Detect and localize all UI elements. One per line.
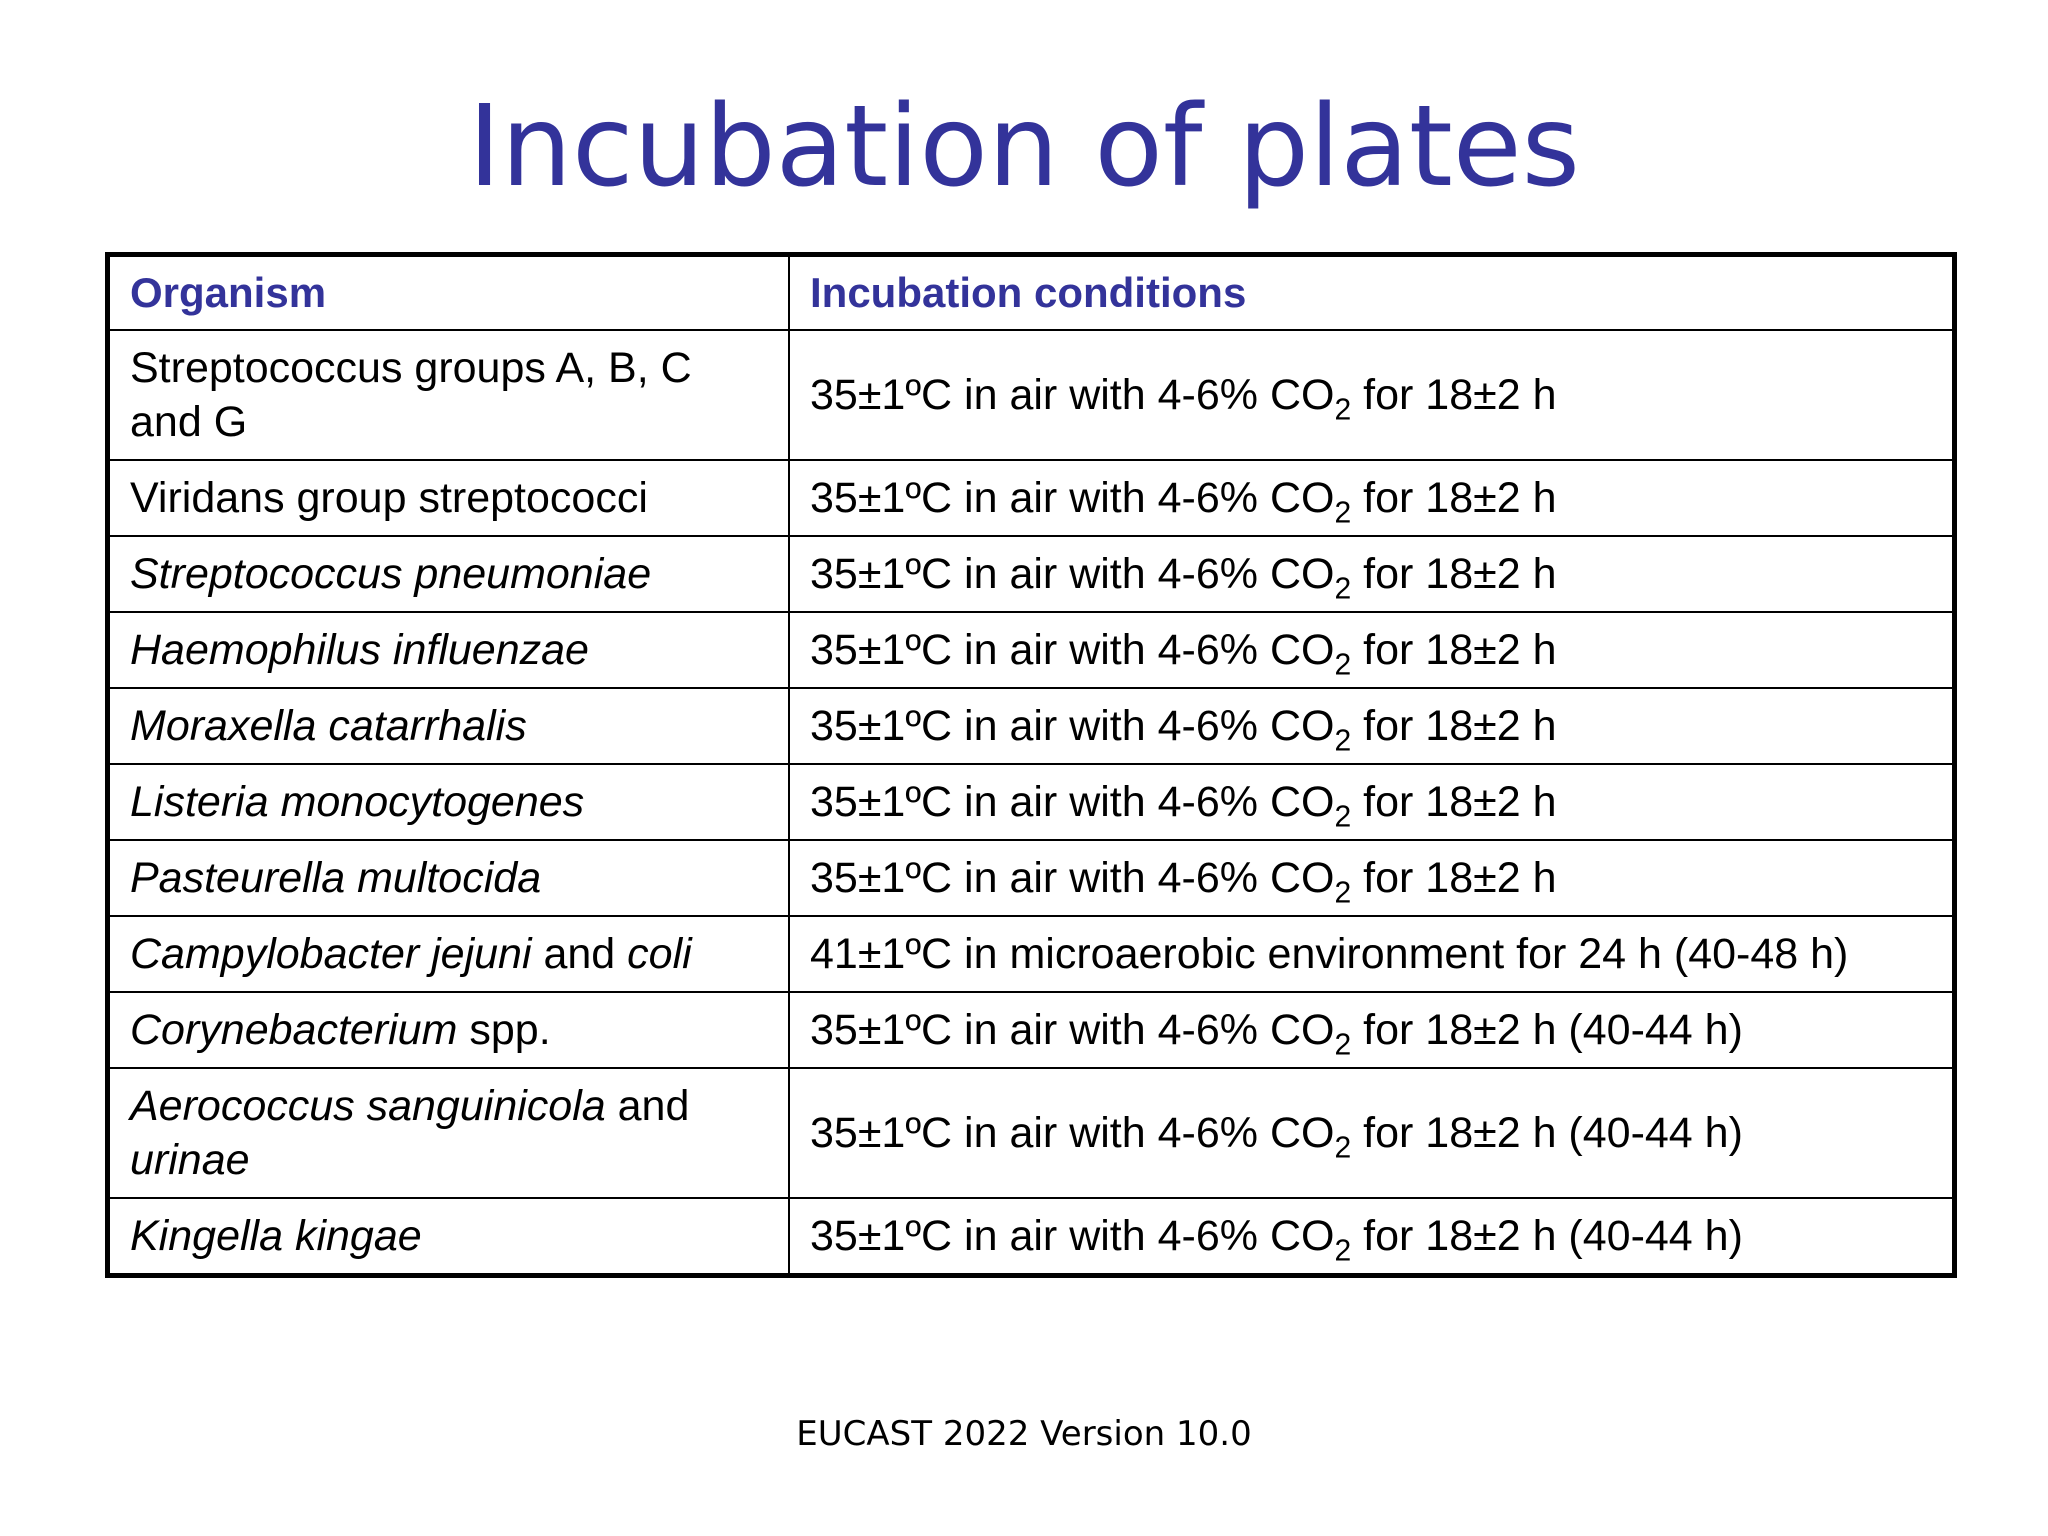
organism-cell: Pasteurella multocida xyxy=(106,839,790,917)
conditions-cell: 35±1ºC in air with 4-6% CO2 for 18±2 h xyxy=(788,611,1956,689)
co2-subscript: 2 xyxy=(1334,800,1352,834)
conditions-text-duration: for 18±2 h (40-44 h) xyxy=(1351,1006,1743,1054)
conditions-cell: 35±1ºC in air with 4-6% CO2 for 18±2 h (… xyxy=(788,1197,1956,1277)
table-row: Aerococcus sanguinicola and urinae 35±1ºC… xyxy=(106,1067,1956,1199)
organism-text: Viridans group streptococci xyxy=(130,474,648,522)
organism-text: Haemophilus influenzae xyxy=(130,626,589,674)
conditions-text-duration: for 18±2 h (40-44 h) xyxy=(1351,1212,1743,1260)
table-header-row: Organism Incubation conditions xyxy=(106,253,1956,331)
conditions-cell: 35±1ºC in air with 4-6% CO2 for 18±2 h (… xyxy=(788,991,1956,1069)
organism-text: and xyxy=(531,930,628,978)
table-row: Pasteurella multocida 35±1ºC in air with … xyxy=(106,839,1956,917)
organism-text: Moraxella catarrhalis xyxy=(130,702,527,750)
organism-cell: Aerococcus sanguinicola and urinae xyxy=(106,1067,790,1199)
conditions-text: 35±1ºC in air with 4-6% CO xyxy=(810,371,1335,419)
conditions-cell: 35±1ºC in air with 4-6% CO2 for 18±2 h xyxy=(788,839,1956,917)
organism-text: urinae xyxy=(130,1136,250,1184)
table-row: Moraxella catarrhalis 35±1ºC in air with … xyxy=(106,687,1956,765)
table-row: Viridans group streptococci 35±1ºC in air… xyxy=(106,459,1956,537)
conditions-text-duration: for 18±2 h xyxy=(1351,371,1557,419)
conditions-text: 35±1ºC in air with 4-6% CO xyxy=(810,1212,1335,1260)
organism-cell: Streptococcus pneumoniae xyxy=(106,535,790,613)
conditions-cell: 35±1ºC in air with 4-6% CO2 for 18±2 h xyxy=(788,763,1956,841)
conditions-text-duration: for 18±2 h xyxy=(1351,626,1557,674)
organism-cell: Listeria monocytogenes xyxy=(106,763,790,841)
co2-subscript: 2 xyxy=(1334,724,1352,758)
conditions-text-duration: for 18±2 h xyxy=(1351,778,1557,826)
organism-text: spp. xyxy=(457,1006,551,1054)
conditions-text: 35±1ºC in air with 4-6% CO xyxy=(810,550,1335,598)
co2-subscript: 2 xyxy=(1334,496,1352,530)
conditions-text: 35±1ºC in air with 4-6% CO xyxy=(810,474,1335,522)
table-body: Streptococcus groups A, B, C and G 35±1ºC… xyxy=(106,329,1956,1277)
organism-text: Streptococcus groups A, B, C and G xyxy=(130,344,692,446)
table-row: Kingella kingae 35±1ºC in air with 4-6% C… xyxy=(106,1197,1956,1277)
organism-cell: Corynebacterium spp. xyxy=(106,991,790,1069)
co2-subscript: 2 xyxy=(1334,648,1352,682)
table-row: Haemophilus influenzae 35±1ºC in air with… xyxy=(106,611,1956,689)
table-row: Streptococcus groups A, B, C and G 35±1ºC… xyxy=(106,329,1956,461)
conditions-cell: 35±1ºC in air with 4-6% CO2 for 18±2 h xyxy=(788,687,1956,765)
co2-subscript: 2 xyxy=(1334,1028,1352,1062)
conditions-text-duration: for 18±2 h xyxy=(1351,550,1557,598)
co2-subscript: 2 xyxy=(1334,1131,1352,1165)
co2-subscript: 2 xyxy=(1334,1234,1352,1268)
header-incubation-conditions: Incubation conditions xyxy=(788,253,1956,331)
conditions-text: 35±1ºC in air with 4-6% CO xyxy=(810,778,1335,826)
organism-cell: Campylobacter jejuni and coli xyxy=(106,915,790,993)
conditions-text: 41±1ºC in microaerobic environment for 2… xyxy=(810,930,1849,978)
organism-text: Campylobacter jejuni xyxy=(130,930,532,978)
conditions-text-duration: for 18±2 h xyxy=(1351,474,1557,522)
table-row: Listeria monocytogenes 35±1ºC in air with… xyxy=(106,763,1956,841)
organism-text: coli xyxy=(627,930,692,978)
conditions-cell: 35±1ºC in air with 4-6% CO2 for 18±2 h xyxy=(788,535,1956,613)
conditions-text: 35±1ºC in air with 4-6% CO xyxy=(810,1006,1335,1054)
conditions-cell: 41±1ºC in microaerobic environment for 2… xyxy=(788,915,1956,993)
conditions-text-duration: for 18±2 h xyxy=(1351,854,1557,902)
co2-subscript: 2 xyxy=(1334,393,1352,427)
conditions-cell: 35±1ºC in air with 4-6% CO2 for 18±2 h xyxy=(788,459,1956,537)
organism-text: Kingella kingae xyxy=(130,1212,422,1260)
organism-text: Pasteurella multocida xyxy=(130,854,542,902)
conditions-cell: 35±1ºC in air with 4-6% CO2 for 18±2 h (… xyxy=(788,1067,1956,1199)
conditions-cell: 35±1ºC in air with 4-6% CO2 for 18±2 h xyxy=(788,329,1956,461)
organism-cell: Kingella kingae xyxy=(106,1197,790,1277)
organism-cell: Streptococcus groups A, B, C and G xyxy=(106,329,790,461)
conditions-text: 35±1ºC in air with 4-6% CO xyxy=(810,702,1335,750)
organism-text: Corynebacterium xyxy=(130,1006,458,1054)
organism-cell: Moraxella catarrhalis xyxy=(106,687,790,765)
conditions-text-duration: for 18±2 h xyxy=(1351,702,1557,750)
organism-text: Streptococcus pneumoniae xyxy=(130,550,652,598)
conditions-text: 35±1ºC in air with 4-6% CO xyxy=(810,626,1335,674)
incubation-table: Organism Incubation conditions Streptoco… xyxy=(105,252,1957,1278)
table-row: Corynebacterium spp. 35±1ºC in air with 4… xyxy=(106,991,1956,1069)
conditions-text: 35±1ºC in air with 4-6% CO xyxy=(810,854,1335,902)
conditions-text-duration: for 18±2 h (40-44 h) xyxy=(1351,1109,1743,1157)
conditions-text: 35±1ºC in air with 4-6% CO xyxy=(810,1109,1335,1157)
slide-title: Incubation of plates xyxy=(467,82,1580,212)
organism-text: Listeria monocytogenes xyxy=(130,778,585,826)
organism-text: and xyxy=(605,1082,690,1130)
header-organism: Organism xyxy=(106,253,790,331)
table-row: Campylobacter jejuni and coli 41±1ºC in m… xyxy=(106,915,1956,993)
footer-source: EUCAST 2022 Version 10.0 xyxy=(796,1414,1252,1454)
organism-cell: Viridans group streptococci xyxy=(106,459,790,537)
co2-subscript: 2 xyxy=(1334,572,1352,606)
co2-subscript: 2 xyxy=(1334,876,1352,910)
organism-cell: Haemophilus influenzae xyxy=(106,611,790,689)
table-row: Streptococcus pneumoniae 35±1ºC in air wi… xyxy=(106,535,1956,613)
organism-text: Aerococcus sanguinicola xyxy=(130,1082,606,1130)
